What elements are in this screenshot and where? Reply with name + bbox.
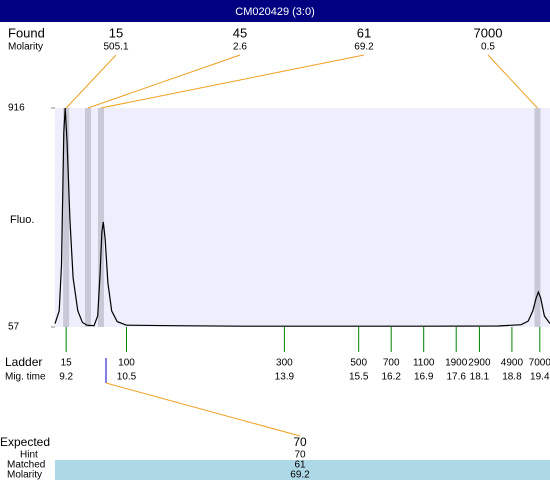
peak-connector xyxy=(100,54,365,109)
ladder-size: 300 xyxy=(276,358,293,369)
hint-value: 70 xyxy=(294,450,306,461)
ladder-time: 13.9 xyxy=(275,372,295,383)
matched-molarity-value: 69.2 xyxy=(290,470,310,480)
ladder-label: Ladder xyxy=(5,355,42,369)
molarity-label: Molarity xyxy=(8,42,43,53)
peak-connector xyxy=(65,54,117,109)
ladder-size: 100 xyxy=(118,358,135,369)
ladder-time: 19.4 xyxy=(530,372,550,383)
peak-connector xyxy=(87,54,241,109)
ladder-size: 1900 xyxy=(445,358,468,369)
found-molarity: 69.2 xyxy=(354,42,374,53)
matched-label: Matched xyxy=(7,460,45,471)
mig-time-label: Mig. time xyxy=(5,372,46,383)
hint-label: Hint xyxy=(20,450,38,461)
ladder-size: 2900 xyxy=(468,358,491,369)
trace xyxy=(54,107,550,327)
found-size: 61 xyxy=(357,25,371,40)
expected-connector xyxy=(105,382,301,437)
found-size: 7000 xyxy=(474,25,503,40)
matched-band xyxy=(55,460,550,480)
peak-connector xyxy=(487,54,538,109)
matched-molarity-label: Molarity xyxy=(7,470,42,480)
ladder-time: 17.6 xyxy=(446,372,466,383)
ladder-size: 4900 xyxy=(501,358,524,369)
peak-band xyxy=(84,108,91,327)
expected-label: Expected xyxy=(0,435,50,449)
ladder-time: 15.5 xyxy=(349,372,369,383)
peak-band xyxy=(534,108,541,327)
ladder-size: 500 xyxy=(350,358,367,369)
found-molarity: 2.6 xyxy=(233,42,247,53)
ladder-time: 9.2 xyxy=(59,372,73,383)
peak-band xyxy=(63,108,70,327)
chart-title: CM020429 (3:0) xyxy=(235,6,315,18)
ladder-time: 10.5 xyxy=(117,372,137,383)
found-molarity: 0.5 xyxy=(481,42,495,53)
ladder-size: 1100 xyxy=(413,358,435,369)
peak-band xyxy=(97,108,104,327)
ladder-time: 18.8 xyxy=(502,372,522,383)
found-molarity: 505.1 xyxy=(103,42,128,53)
ladder-size: 15 xyxy=(61,358,73,369)
found-size: 15 xyxy=(109,25,123,40)
ladder-size: 7000 xyxy=(529,358,550,369)
y-tick-label: 57 xyxy=(8,322,20,333)
ladder-time: 16.2 xyxy=(381,372,401,383)
title-bar xyxy=(0,0,550,22)
ladder-size: 700 xyxy=(383,358,400,369)
expected-value: 70 xyxy=(293,435,307,449)
plot-area xyxy=(55,108,550,327)
found-size: 45 xyxy=(233,25,247,40)
ladder-time: 18.1 xyxy=(470,372,490,383)
y-tick-label: 916 xyxy=(8,103,25,114)
ladder-time: 16.9 xyxy=(414,372,434,383)
found-label: Found xyxy=(8,25,45,40)
matched-value: 61 xyxy=(294,460,306,471)
y-axis-label: Fluo. xyxy=(10,214,34,226)
